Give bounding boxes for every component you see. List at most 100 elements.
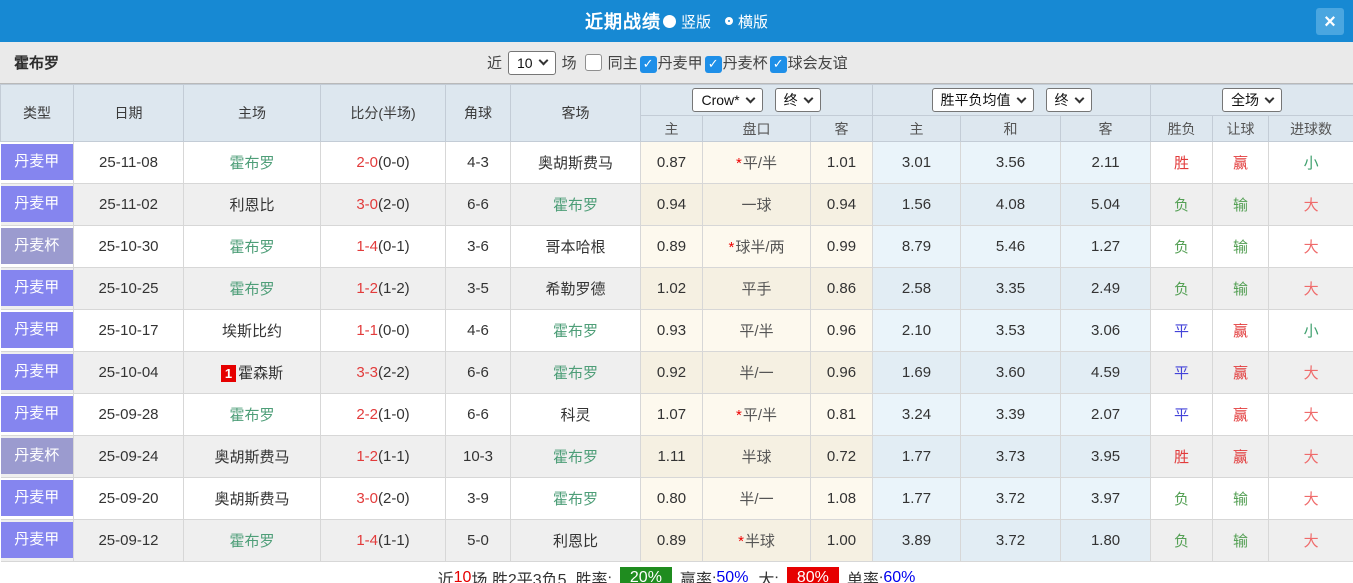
avg-away-cell: 4.59: [1060, 351, 1152, 394]
big-rate-badge: 80%: [786, 567, 839, 583]
horizontal-layout-label[interactable]: 横版: [738, 13, 769, 31]
result-group-header: 全场: [1150, 84, 1353, 116]
home-team-name: 奥胡斯费马: [214, 491, 290, 508]
handicap-cell: 平手: [702, 267, 811, 310]
avg-home-cell: 3.89: [872, 519, 962, 562]
home-team-name: 霍布罗: [229, 281, 275, 298]
away-team-cell: 霍布罗: [510, 351, 641, 394]
result-cell: 负: [1150, 519, 1214, 562]
check-icon: ✓: [707, 56, 719, 72]
away-odds-cell: 1.08: [810, 477, 874, 520]
result-cell: 胜: [1150, 141, 1214, 184]
col-header-away: 客场: [510, 84, 641, 142]
avg-time-select[interactable]: 终: [1045, 88, 1092, 112]
result-cell: 负: [1150, 183, 1214, 226]
score-cell: 3-0(2-0): [320, 183, 446, 226]
corner-cell: 4-6: [445, 309, 511, 352]
fulltime-score: 1-2: [356, 448, 378, 465]
league-cell: 丹麦杯: [0, 225, 74, 268]
rank-badge: 1: [220, 365, 237, 382]
vertical-layout-label[interactable]: 竖版: [680, 13, 711, 31]
goals-cell: 小: [1268, 141, 1353, 184]
away-team-name: 科灵: [560, 407, 591, 424]
league-badge: 丹麦甲: [0, 480, 73, 516]
home-team-cell: 霍布罗: [183, 141, 321, 184]
halftime-score: (0-0): [378, 154, 410, 171]
odds-company-select[interactable]: Crow*: [692, 88, 763, 112]
away-odds-cell: 0.96: [810, 351, 874, 394]
goals-cell: 大: [1268, 267, 1353, 310]
col-header-home: 主场: [183, 84, 321, 142]
subcol-avg-away: 客: [1060, 115, 1152, 142]
same-home-checkbox[interactable]: [584, 54, 602, 71]
avg-type-select[interactable]: 胜平负均值: [931, 88, 1034, 112]
away-team-name: 奥胡斯费马: [537, 155, 613, 172]
corner-cell: 6-6: [445, 351, 511, 394]
league-checkbox[interactable]: ✓: [704, 55, 722, 73]
league-cell: 丹麦杯: [0, 435, 74, 478]
avg-home-cell: 1.77: [872, 477, 962, 520]
home-team-name: 埃斯比约: [221, 323, 282, 340]
avg-draw-cell: 4.08: [960, 183, 1062, 226]
chevron-down-icon: [803, 93, 814, 103]
avg-away-cell: 3.95: [1060, 435, 1152, 478]
fulltime-score: 3-0: [356, 196, 378, 213]
goals-cell: 大: [1268, 477, 1353, 520]
vertical-layout-radio[interactable]: [662, 14, 676, 28]
scope-select[interactable]: 全场: [1222, 88, 1283, 112]
result-cell: 胜: [1150, 435, 1214, 478]
league-cell: 丹麦甲: [0, 267, 74, 310]
avg-home-cell: 1.56: [872, 183, 962, 226]
match-count-select[interactable]: 10: [508, 50, 556, 75]
away-team-name: 霍布罗: [552, 323, 598, 340]
away-team-cell: 希勒罗德: [510, 267, 641, 310]
corner-cell: 3-5: [445, 267, 511, 310]
home-team-name: 霍布罗: [229, 533, 275, 550]
subcol-result: 胜负: [1150, 115, 1214, 142]
home-team-name: 霍布罗: [229, 239, 275, 256]
handicap-cell: 平/半: [702, 309, 811, 352]
result-cell: 负: [1150, 477, 1214, 520]
league-badge: 丹麦杯: [0, 438, 73, 474]
handicap-result-cell: 输: [1212, 183, 1270, 226]
goals-cell: 大: [1268, 393, 1353, 436]
fulltime-score: 2-0: [356, 154, 378, 171]
halftime-score: (1-0): [378, 406, 410, 423]
avg-group-header: 胜平负均值 终: [872, 84, 1152, 116]
corner-cell: 10-3: [445, 435, 511, 478]
handicap-text: 平/半: [742, 155, 777, 172]
avg-home-cell: 2.58: [872, 267, 962, 310]
away-team-cell: 哥本哈根: [510, 225, 641, 268]
result-cell: 平: [1150, 351, 1214, 394]
home-odds-cell: 0.87: [640, 141, 703, 184]
window-title: 近期战绩: [584, 12, 661, 32]
avg-home-cell: 2.10: [872, 309, 962, 352]
fulltime-score: 1-4: [356, 238, 378, 255]
away-team-name: 利恩比: [552, 533, 598, 550]
league-badge: 丹麦甲: [0, 270, 73, 306]
big-label: 大:: [758, 572, 779, 583]
match-row: 丹麦甲 25-10-17 埃斯比约 1-1(0-0) 4-6 霍布罗 0.93 平/半 0.96…: [0, 309, 1353, 352]
league-checkbox[interactable]: ✓: [639, 55, 657, 73]
chevron-down-icon: [1074, 93, 1084, 103]
away-team-cell: 霍布罗: [510, 477, 641, 520]
handicap-text: 半球: [744, 533, 775, 550]
match-row: 丹麦甲 25-09-20 奥胡斯费马 3-0(2-0) 3-9 霍布罗 0.80 半/一 1.0…: [0, 477, 1353, 520]
handicap-text: 平/半: [739, 323, 774, 340]
subcol-handicap: 盘口: [702, 115, 811, 142]
horizontal-layout-radio[interactable]: [725, 17, 733, 25]
goals-cell: 小: [1268, 309, 1353, 352]
odds-time-select[interactable]: 终: [774, 88, 821, 112]
avg-draw-cell: 3.60: [960, 351, 1062, 394]
close-button[interactable]: ×: [1316, 8, 1344, 35]
check-icon: ✓: [772, 56, 784, 72]
result-cell: 负: [1150, 267, 1214, 310]
score-cell: 3-3(2-2): [320, 351, 446, 394]
score-cell: 1-2(1-1): [320, 435, 446, 478]
match-row: 丹麦甲 25-11-08 霍布罗 2-0(0-0) 4-3 奥胡斯费马 0.87 *平/半 1.…: [0, 141, 1353, 184]
away-team-cell: 霍布罗: [510, 183, 641, 226]
away-odds-cell: 0.99: [810, 225, 874, 268]
home-odds-cell: 1.11: [640, 435, 703, 478]
handicap-cell: 半球: [702, 435, 811, 478]
league-checkbox[interactable]: ✓: [769, 55, 787, 73]
